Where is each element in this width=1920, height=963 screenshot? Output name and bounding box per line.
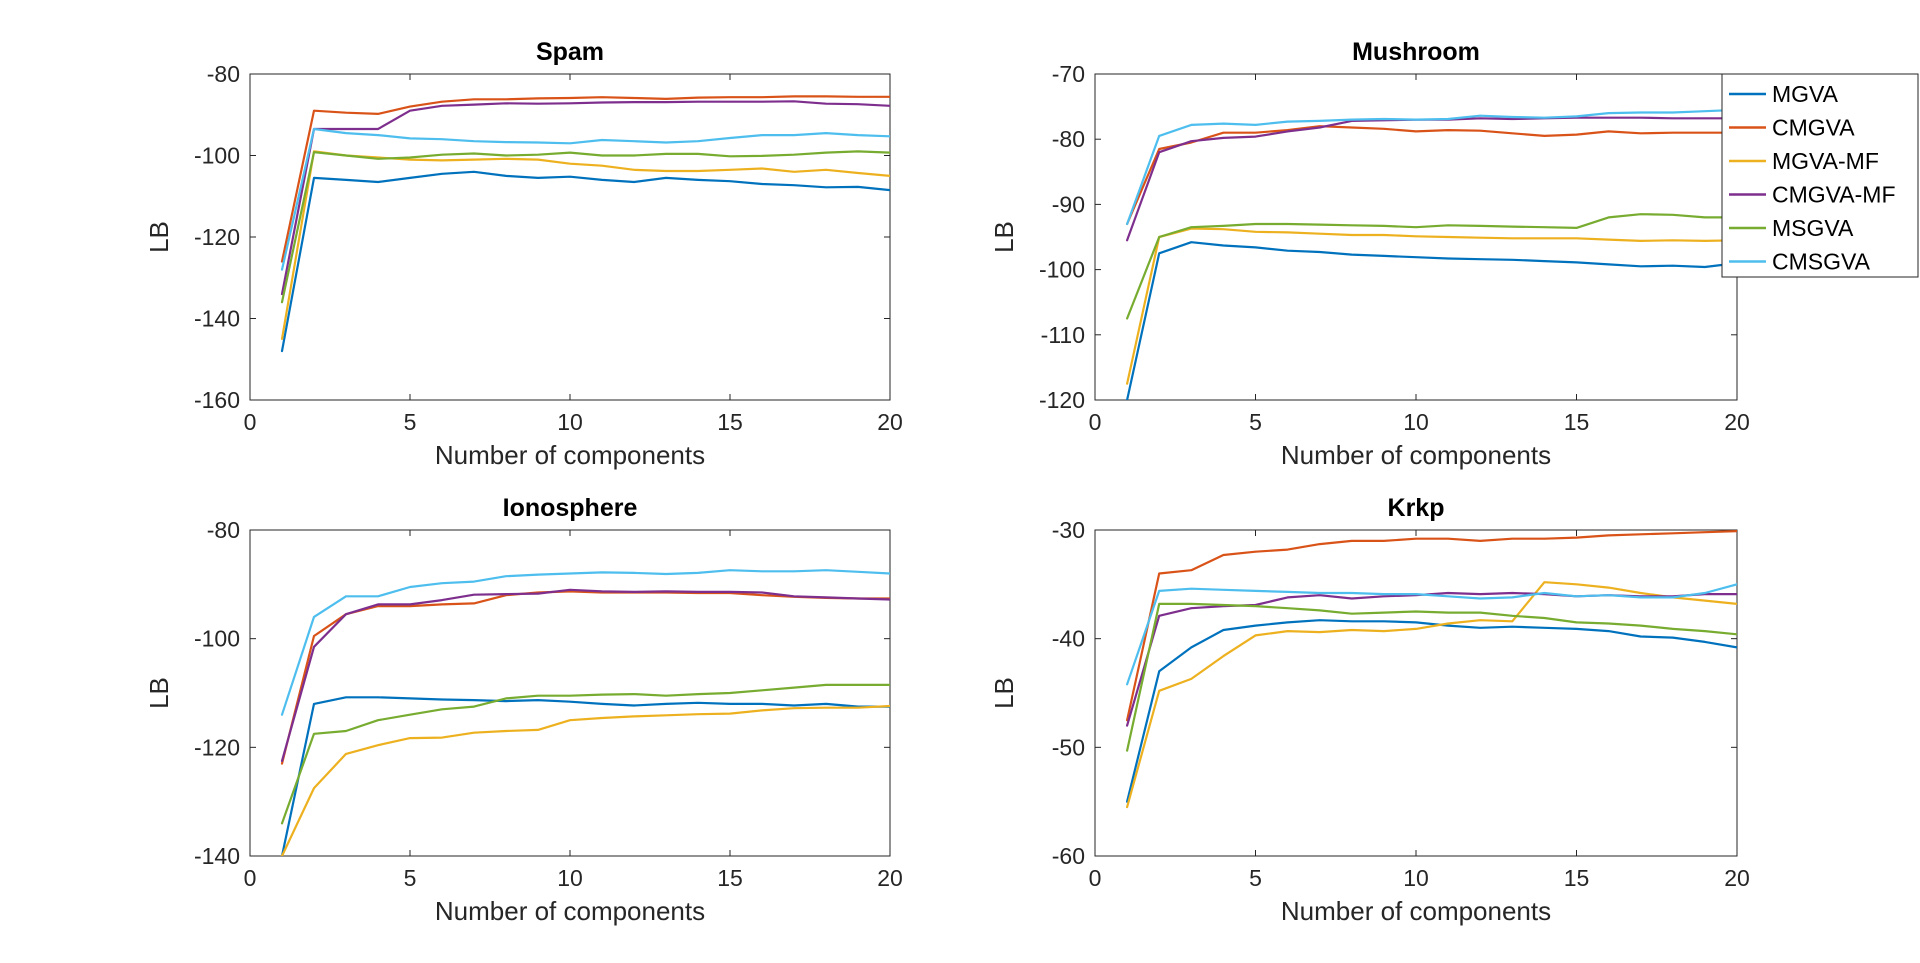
x-tick-label-spam: 10 [557, 409, 583, 435]
x-axis-label-ionosphere: Number of components [435, 896, 705, 926]
x-tick-label-spam: 0 [244, 409, 257, 435]
series-line-spam-msgva [280, 150, 890, 304]
y-tick-label-ionosphere: -140 [194, 843, 240, 869]
chart-title-ionosphere: Ionosphere [503, 494, 638, 522]
series-line-spam-cmgva-mf [280, 100, 890, 296]
legend-label-cmsgva: CMSGVA [1772, 249, 1871, 275]
y-tick-label-krkp: -50 [1052, 734, 1085, 760]
x-tick-label-spam: 15 [717, 409, 743, 435]
y-tick-label-mushroom: -70 [1052, 61, 1085, 87]
x-tick-label-krkp: 0 [1089, 865, 1102, 891]
plot-area-krkp [1094, 529, 1738, 857]
x-tick-label-ionosphere: 10 [557, 865, 583, 891]
plot-area-spam [249, 73, 891, 401]
legend-label-mgva: MGVA [1772, 81, 1839, 107]
series-line-krkp-mgva [1125, 619, 1737, 803]
chart-ionosphere: 0 5 10 15 20 -140 -120 -100 -80 Ionosphere Number … [144, 494, 903, 926]
legend-box [1721, 73, 1919, 278]
y-tick-label-mushroom: -90 [1052, 191, 1085, 217]
x-tick-label-spam: 5 [404, 409, 417, 435]
x-tick-label-ionosphere: 0 [244, 865, 257, 891]
series-group-ionosphere [280, 569, 890, 856]
series-line-mushroom-msgva [1125, 213, 1737, 320]
series-group-mushroom [1125, 108, 1737, 400]
plot-area-ionosphere [249, 529, 891, 857]
legend-label-msgva: MSGVA [1772, 215, 1854, 241]
legend: MGVA CMGVA MGVA-MF CMGVA-MF MSGVA CMSGVA [1721, 73, 1919, 278]
y-tick-label-krkp: -40 [1052, 626, 1085, 652]
chart-title-spam: Spam [536, 38, 604, 66]
x-tick-label-ionosphere: 15 [717, 865, 743, 891]
y-axis-label-krkp: LB [989, 677, 1019, 709]
y-tick-label-mushroom: -100 [1039, 257, 1085, 283]
y-tick-label-spam: -100 [194, 143, 240, 169]
legend-label-mgva-mf: MGVA-MF [1772, 148, 1879, 174]
x-tick-label-krkp: 10 [1403, 865, 1429, 891]
x-axis-label-spam: Number of components [435, 440, 705, 470]
chart-title-krkp: Krkp [1388, 494, 1445, 522]
y-axis-label-spam: LB [144, 221, 174, 253]
chart-krkp: 0 5 10 15 20 -60 -50 -40 -30 Krkp Number of compon… [989, 494, 1750, 926]
y-tick-label-krkp: -60 [1052, 843, 1085, 869]
x-tick-label-krkp: 20 [1724, 865, 1750, 891]
series-line-ionosphere-cmsgva [280, 569, 890, 716]
x-tick-label-krkp: 5 [1249, 865, 1262, 891]
series-line-krkp-msgva [1125, 602, 1737, 752]
y-axis-label-ionosphere: LB [144, 677, 174, 709]
y-tick-label-ionosphere: -80 [207, 517, 240, 543]
x-tick-label-ionosphere: 5 [404, 865, 417, 891]
chart-title-mushroom: Mushroom [1352, 38, 1480, 66]
series-line-ionosphere-mgva-mf [280, 704, 890, 856]
x-tick-label-mushroom: 15 [1564, 409, 1590, 435]
x-tick-label-spam: 20 [877, 409, 903, 435]
legend-label-cmgva-mf: CMGVA-MF [1772, 182, 1896, 208]
x-tick-label-mushroom: 20 [1724, 409, 1750, 435]
series-line-ionosphere-cmgva-mf [280, 588, 890, 763]
series-group-spam [280, 95, 890, 353]
x-axis-label-mushroom: Number of components [1281, 440, 1551, 470]
series-line-krkp-mgva-mf [1125, 581, 1737, 809]
series-line-spam-cmsgva [280, 127, 890, 271]
series-line-krkp-cmgva [1125, 530, 1737, 722]
legend-label-cmgva: CMGVA [1772, 115, 1855, 141]
x-tick-label-mushroom: 0 [1089, 409, 1102, 435]
series-line-ionosphere-msgva [280, 683, 890, 825]
chart-mushroom: 0 5 10 15 20 -120 -110 -100 -90 -80 -70 Mushroom Num… [989, 38, 1750, 470]
x-axis-label-krkp: Number of components [1281, 896, 1551, 926]
y-tick-label-ionosphere: -120 [194, 734, 240, 760]
series-group-krkp [1125, 530, 1737, 809]
y-tick-label-mushroom: -80 [1052, 126, 1085, 152]
y-tick-label-mushroom: -120 [1039, 387, 1085, 413]
y-tick-label-spam: -160 [194, 387, 240, 413]
series-line-krkp-cmsgva [1125, 583, 1737, 686]
x-tick-label-mushroom: 10 [1403, 409, 1429, 435]
y-tick-label-krkp: -30 [1052, 517, 1085, 543]
y-tick-label-spam: -120 [194, 224, 240, 250]
y-tick-label-mushroom: -110 [1041, 322, 1085, 348]
x-tick-label-krkp: 15 [1564, 865, 1590, 891]
series-line-ionosphere-mgva [280, 696, 890, 856]
series-line-mushroom-cmsgva [1125, 108, 1737, 226]
y-tick-label-spam: -140 [194, 306, 240, 332]
x-tick-label-mushroom: 5 [1249, 409, 1262, 435]
series-line-spam-mgva [280, 170, 890, 353]
y-tick-label-spam: -80 [207, 61, 240, 87]
y-tick-label-ionosphere: -100 [194, 626, 240, 652]
series-line-mushroom-mgva-mf [1125, 227, 1737, 385]
chart-spam: 0 5 10 15 20 -160 -140 -120 -100 -80 Spam Number of… [144, 38, 903, 470]
series-line-spam-cmgva [280, 95, 890, 263]
series-line-mushroom-mgva [1125, 241, 1737, 400]
series-line-mushroom-cmgva [1125, 125, 1737, 226]
x-tick-label-ionosphere: 20 [877, 865, 903, 891]
y-axis-label-mushroom: LB [989, 221, 1019, 253]
